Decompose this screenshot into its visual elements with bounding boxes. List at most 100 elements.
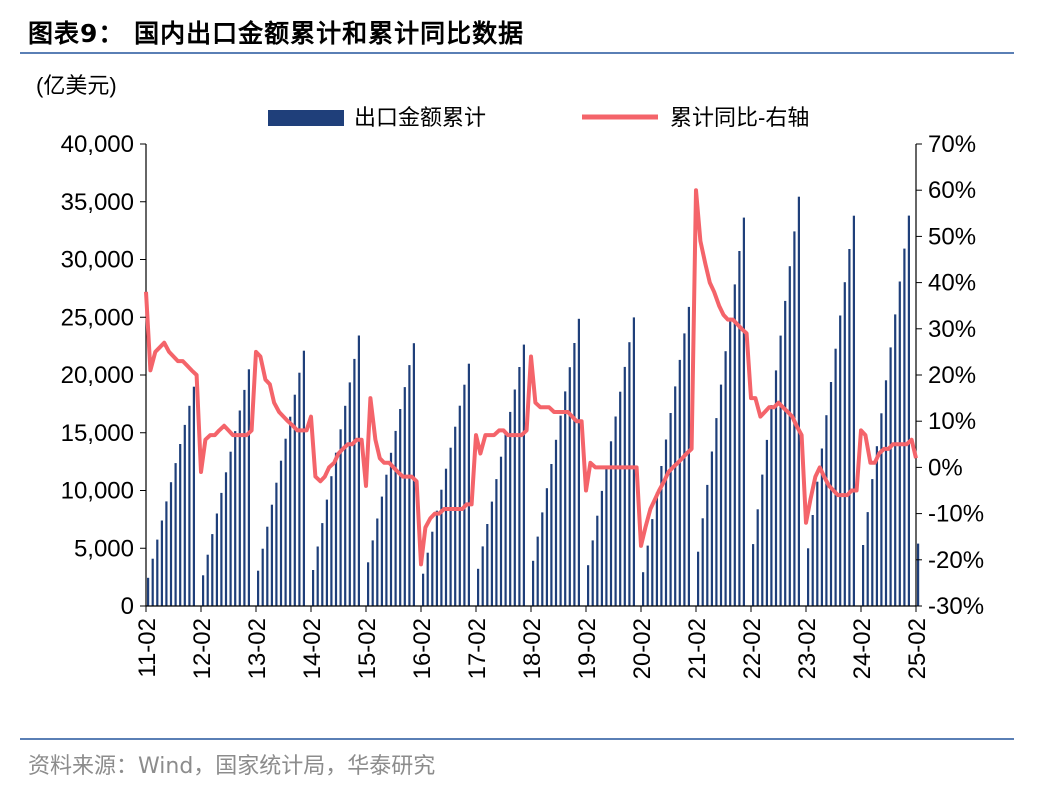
bar: [422, 573, 425, 606]
bar: [339, 429, 342, 606]
right-tick-label: 40%: [928, 270, 976, 297]
bar: [554, 439, 558, 606]
bar: [518, 367, 521, 606]
bar: [289, 416, 292, 606]
bar: [573, 343, 576, 606]
bar: [261, 548, 264, 606]
bar: [545, 488, 548, 606]
bar: [481, 546, 484, 606]
bar: [756, 509, 759, 606]
bar: [719, 384, 723, 606]
bar: [156, 539, 159, 606]
bar: [706, 484, 709, 606]
bar: [550, 464, 553, 606]
right-tick-label: -10%: [928, 501, 984, 528]
bar: [449, 447, 452, 606]
bar: [880, 413, 883, 606]
bar: [495, 479, 498, 606]
bar: [247, 369, 250, 606]
bar: [229, 451, 232, 606]
bar: [302, 350, 305, 606]
bar: [367, 562, 370, 606]
bar: [614, 416, 617, 606]
bar: [513, 389, 516, 606]
left-tick-label: 25,000: [61, 304, 134, 331]
bar: [577, 318, 580, 606]
bar: [435, 510, 438, 606]
bar: [463, 384, 466, 606]
bar: [779, 335, 782, 606]
x-tick-label: 21-02: [684, 618, 711, 679]
bar: [651, 519, 654, 606]
bar: [564, 391, 567, 606]
bar: [669, 413, 672, 606]
bar: [843, 282, 846, 606]
bar: [591, 540, 594, 606]
bar: [477, 568, 480, 606]
bar: [357, 335, 360, 606]
bar: [733, 284, 736, 606]
bar: [774, 370, 778, 606]
bar: [742, 217, 745, 606]
x-tick-label: 12-02: [189, 618, 216, 679]
bar: [848, 249, 851, 606]
bar: [687, 306, 690, 606]
bar: [160, 520, 163, 606]
bar: [568, 367, 571, 606]
bar: [380, 496, 383, 606]
left-tick-label: 35,000: [61, 189, 134, 216]
bar: [752, 544, 755, 606]
bottom-rule: [20, 738, 1014, 740]
bar: [325, 499, 328, 606]
bar: [215, 513, 218, 606]
bar: [403, 387, 406, 606]
bar: [179, 444, 182, 606]
bar: [807, 548, 810, 607]
bar: [894, 314, 897, 606]
bar: [334, 452, 338, 606]
x-tick-label: 16-02: [409, 618, 436, 679]
bar: [655, 492, 658, 606]
bar: [275, 482, 278, 606]
right-axis-ticks: -30% -20% -10% 0% 10% 20% 30% 40% 50% 60% 70%: [916, 131, 984, 620]
bar: [820, 448, 823, 606]
right-tick-label: 0%: [928, 454, 963, 481]
bar: [825, 415, 828, 606]
bar: [788, 266, 791, 606]
legend-bar-label: 出口金额累计: [354, 105, 486, 130]
bar: [632, 317, 635, 606]
bar: [169, 482, 173, 606]
figure-title: 图表9： 国内出口金额累计和累计同比数据: [28, 19, 525, 48]
bar: [412, 343, 415, 606]
top-rule: [20, 52, 1014, 54]
bar: [243, 389, 246, 606]
bar: [394, 430, 397, 606]
left-tick-label: 5,000: [74, 535, 134, 562]
bar: [330, 476, 333, 606]
bar: [454, 426, 457, 606]
right-tick-label: 50%: [928, 223, 976, 250]
bar: [293, 394, 296, 606]
bar: [917, 543, 920, 606]
right-tick-label: 10%: [928, 408, 976, 435]
bar: [875, 446, 878, 606]
right-tick-label: -30%: [928, 593, 984, 620]
bar: [238, 410, 241, 606]
bar: [642, 572, 645, 606]
bar: [298, 372, 301, 606]
bar: [348, 382, 351, 606]
bar: [816, 481, 819, 606]
bar: [371, 540, 374, 606]
left-tick-label: 30,000: [61, 247, 134, 274]
bar: [444, 468, 448, 606]
bar: [431, 531, 434, 606]
bar: [605, 466, 608, 606]
bar: [399, 409, 402, 606]
bar: [862, 545, 865, 606]
bar: [761, 474, 764, 606]
bar: [224, 472, 228, 606]
bar: [353, 358, 356, 606]
x-tick-label: 19-02: [574, 618, 601, 679]
right-tick-label: 70%: [928, 131, 976, 158]
